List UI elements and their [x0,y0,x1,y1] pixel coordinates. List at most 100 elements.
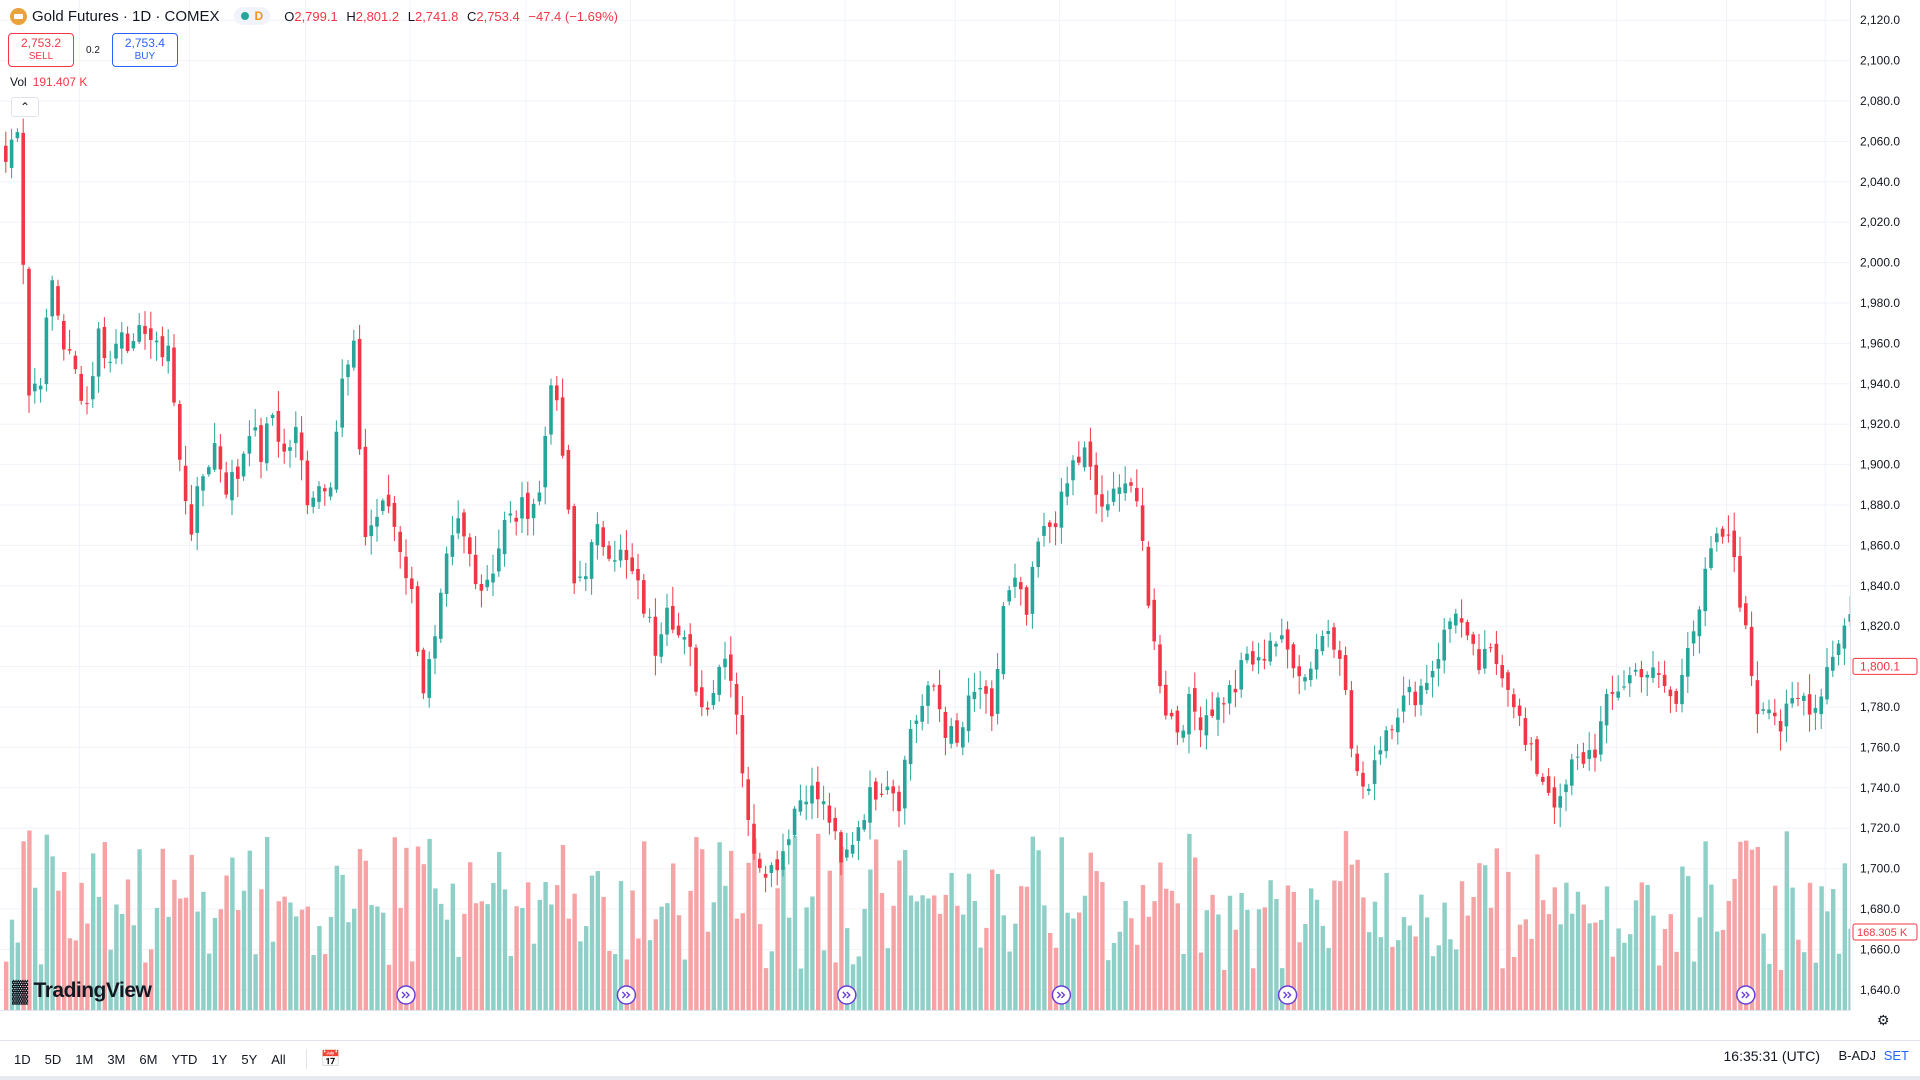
volume-bar [1593,922,1598,1010]
candle-body [178,404,182,460]
volume-bar [502,889,508,1010]
price-tick-label: 1,840.0 [1860,579,1900,593]
candle-body [1071,460,1075,481]
candle-body [1117,487,1122,494]
range-3m-button[interactable]: 3M [107,1051,126,1067]
volume-bar [444,919,450,1010]
volume-bar [67,938,73,1010]
candle-body [317,486,321,502]
volume-bar [949,872,954,1010]
volume-bar [752,838,757,1010]
candlestick-chart[interactable]: SepOctNovDec2021FebMarAprMayJunJulAugSep… [0,0,1850,1010]
volume-bar [514,906,519,1010]
candle-body [694,647,698,692]
candle-body [1732,530,1736,558]
volume-bar [555,885,560,1010]
gear-icon[interactable]: ⚙ [1877,1012,1890,1028]
settlement-toggle[interactable]: SET [1883,1048,1909,1063]
candle-body [1599,721,1603,755]
volume-bar [1686,876,1691,1010]
candle-body [1778,721,1783,732]
range-1d-button[interactable]: 1D [14,1051,31,1067]
volume-bar [1755,847,1760,1010]
candle-body [340,378,344,428]
candle-body [421,649,426,694]
clock-readout[interactable]: 16:35:31 (UTC) [1723,1048,1820,1064]
volume-bar [1662,929,1668,1010]
buy-button[interactable]: 2,753.4 BUY [111,33,178,67]
candle-body [671,605,675,630]
volume-bar [1320,925,1325,1010]
volume-bar [1158,862,1163,1010]
volume-bar [195,911,200,1010]
candle-body [990,688,994,717]
sell-button[interactable]: 2,753.2 SELL [8,33,74,67]
price-axis[interactable]: 2,120.0 2,100.0 2,080.0 2,060.0 2,040.0 2,020… [1850,0,1920,1010]
volume-bar [439,903,444,1010]
volume-bar [265,836,270,1010]
volume-bar [1407,925,1412,1010]
back-adjust-toggle[interactable]: B-ADJ [1838,1048,1876,1063]
event-marker-icon[interactable] [616,985,637,1005]
price-tick-label: 2,120.0 [1860,13,1900,27]
candle-body [531,503,536,519]
candle-body [67,349,72,351]
price-tick-label: 2,020.0 [1860,215,1900,229]
collapse-legend-button[interactable]: ⌃ [11,97,39,117]
horizontal-scrollbar[interactable] [0,1076,1920,1080]
range-ytd-button[interactable]: YTD [171,1051,198,1067]
candle-body [381,500,385,512]
candle-body [1111,488,1116,502]
volume-bar [694,837,699,1010]
range-all-button[interactable]: All [271,1051,286,1067]
volume-bar [21,841,26,1010]
range-1y-button[interactable]: 1Y [211,1051,228,1067]
event-marker-icon[interactable] [1051,985,1072,1005]
range-5d-button[interactable]: 5D [44,1051,62,1067]
volume-bar [311,955,316,1010]
market-status-badge[interactable]: D [233,7,271,25]
range-1m-button[interactable]: 1M [75,1051,94,1067]
event-marker-icon[interactable] [1277,985,1298,1005]
volume-bar [1825,911,1830,1010]
candle-body [1494,643,1499,665]
volume-bar [508,955,513,1010]
volume-bar [1541,900,1546,1010]
candle-body [949,726,953,744]
symbol-title[interactable]: Gold Futures · 1D · COMEX [32,7,220,25]
volume-bar [1448,939,1453,1010]
logo-text: TradingView [33,979,152,1002]
candle-body [125,333,130,352]
range-5y-button[interactable]: 5Y [241,1051,258,1067]
volume-bar [178,898,183,1010]
volume-bar [607,950,612,1010]
volume-bar [891,905,896,1010]
volume-bar [792,835,798,1010]
volume-bar [1767,963,1772,1010]
candle-body [613,560,617,562]
tradingview-logo[interactable]: ▓ TradingView [12,978,152,1004]
volume-bar [1175,903,1180,1010]
candle-body [44,317,49,385]
volume-bar [1523,919,1528,1010]
volume-tag [1852,923,1918,941]
volume-bar [1326,948,1331,1010]
volume-bar [920,895,925,1010]
event-marker-icon[interactable] [396,985,416,1005]
candle-body [369,525,373,537]
volume-bar [1077,912,1082,1010]
candle-body [618,549,623,561]
candle-body [978,687,982,690]
event-marker-icon[interactable] [837,985,857,1005]
volume-label[interactable]: Vol [10,75,27,89]
volume-bar [1140,885,1146,1010]
candle-body [1726,534,1731,536]
range-6m-button[interactable]: 6M [139,1051,158,1067]
volume-bar [1367,932,1372,1010]
calendar-goto-icon[interactable]: 📅 [320,1051,341,1068]
volume-bar [647,940,653,1010]
volume-bar [816,833,821,1010]
candle-body [961,727,965,748]
event-marker-icon[interactable] [1736,985,1756,1005]
volume-bar [879,893,885,1010]
